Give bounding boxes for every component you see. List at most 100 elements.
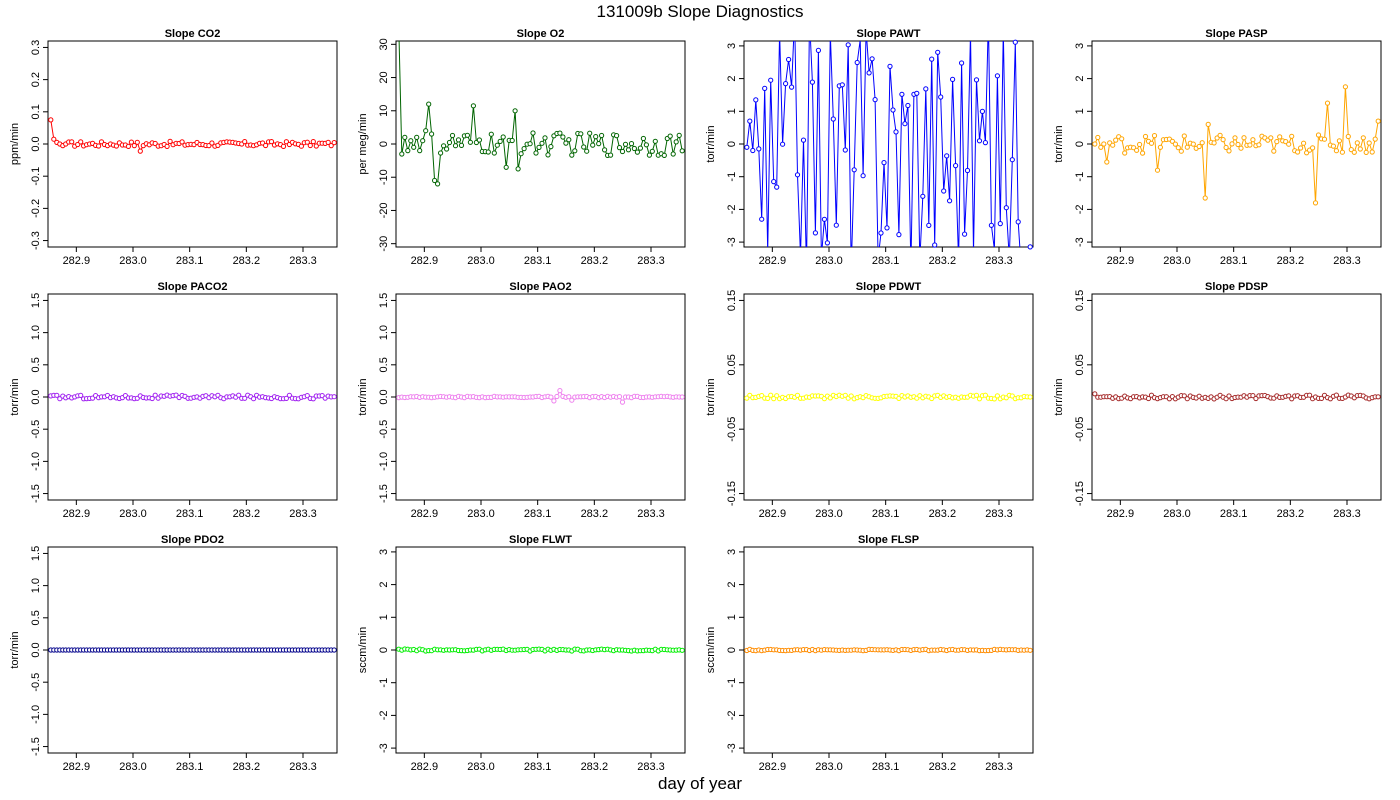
y-tick-label: -2 [378, 711, 390, 721]
x-tick-label: 282.9 [63, 761, 91, 773]
data-point [1336, 138, 1343, 144]
data-point [569, 152, 575, 158]
plot-frame [1091, 293, 1382, 501]
data-point [500, 134, 506, 140]
data-point [331, 394, 337, 400]
data-point [643, 142, 650, 148]
data-point [435, 181, 441, 187]
x-tick-label: 283.1 [524, 255, 552, 267]
x-tick-label: 283.3 [289, 255, 317, 267]
y-tick-label: 1 [1074, 108, 1086, 114]
series-line [746, 41, 1031, 247]
data-point [137, 148, 143, 154]
data-point [268, 139, 275, 145]
y-tick-label: 1.5 [30, 293, 42, 308]
x-tick-label: 283.1 [1220, 255, 1248, 267]
y-tick-label: 1.0 [30, 325, 42, 340]
data-point [530, 130, 536, 136]
data-point [1324, 100, 1331, 106]
data-point [1369, 149, 1375, 155]
y-tick-label: 0 [726, 647, 738, 653]
x-tick-label: 282.9 [63, 255, 91, 267]
data-point [1247, 142, 1253, 148]
x-tick-label: 283.3 [637, 255, 665, 267]
data-point [1318, 395, 1325, 401]
data-point [587, 130, 593, 136]
y-tick-label: -0.5 [378, 420, 390, 439]
data-point [923, 86, 929, 92]
data-point [1154, 167, 1161, 173]
data-point [548, 394, 554, 400]
data-point [673, 139, 679, 145]
x-tick-label: 283.3 [985, 255, 1013, 267]
data-point [515, 166, 521, 172]
data-point [1092, 141, 1098, 147]
data-point [307, 142, 313, 149]
panel-title: Slope O2 [517, 28, 565, 40]
plot-frame [743, 293, 1034, 501]
y-tick-label: 1 [726, 108, 738, 114]
data-point [417, 148, 423, 154]
y-tick-label: -1.5 [30, 484, 42, 503]
data-point [464, 132, 470, 138]
data-point [96, 143, 102, 149]
y-tick-label: 1.5 [378, 293, 390, 308]
data-point [1289, 133, 1295, 139]
panel-slope-pdo2: Slope PDO2 torr/min 282.9 283.0 283.1 283.2 28… [9, 534, 338, 773]
data-point [310, 139, 316, 145]
data-point [640, 135, 647, 142]
x-tick-label: 283.3 [289, 508, 317, 520]
data-point [1027, 647, 1033, 653]
data-point [947, 198, 953, 204]
x-tick-label: 282.9 [759, 255, 787, 267]
data-point [869, 56, 875, 62]
data-point [313, 143, 319, 149]
data-point [78, 392, 84, 398]
data-point [774, 184, 780, 190]
data-point [622, 141, 629, 147]
x-tick-label: 283.1 [176, 761, 204, 773]
y-axis-label: sccm/min [357, 627, 369, 673]
x-tick-label: 282.9 [1107, 508, 1135, 520]
y-tick-label: 1.0 [30, 578, 42, 593]
x-tick-label: 283.2 [233, 255, 261, 267]
data-point [744, 144, 750, 150]
data-point [554, 393, 560, 400]
data-point [581, 144, 587, 150]
data-point [896, 232, 902, 238]
data-point [1238, 145, 1244, 151]
data-point [1181, 393, 1187, 399]
panel-title: Slope FLWT [509, 534, 572, 546]
data-point [458, 142, 465, 148]
y-tick-label: 0.1 [30, 104, 42, 119]
data-point [1190, 141, 1196, 147]
panel-title: Slope PACO2 [157, 281, 227, 293]
x-tick-label: 283.2 [581, 761, 609, 773]
y-tick-label: 0.5 [378, 357, 390, 372]
data-point [637, 145, 644, 151]
data-point [1027, 394, 1033, 400]
data-point [1181, 133, 1187, 139]
y-tick-label: -1.0 [378, 452, 390, 471]
data-point [1360, 135, 1366, 141]
data-point [596, 141, 602, 147]
data-point [830, 116, 836, 122]
y-axis-label: torr/min [1053, 378, 1065, 415]
data-point [539, 140, 545, 146]
data-point [1202, 195, 1208, 201]
data-point [1250, 137, 1256, 143]
data-point [800, 137, 807, 143]
data-point [1119, 136, 1125, 142]
panel-slope-co2: Slope CO2 ppm/min 282.9 283.0 283.1 283.2 283.… [9, 28, 338, 267]
data-point [1351, 149, 1357, 155]
data-point [263, 142, 269, 149]
data-point [679, 647, 685, 653]
data-point [625, 147, 632, 153]
y-tick-label: 30 [378, 38, 390, 50]
data-point [768, 77, 774, 83]
data-point [1172, 141, 1179, 147]
y-tick-label: -1 [378, 678, 390, 688]
panel-title: Slope PDO2 [161, 534, 224, 546]
data-point [679, 148, 685, 154]
data-point [1122, 150, 1128, 156]
